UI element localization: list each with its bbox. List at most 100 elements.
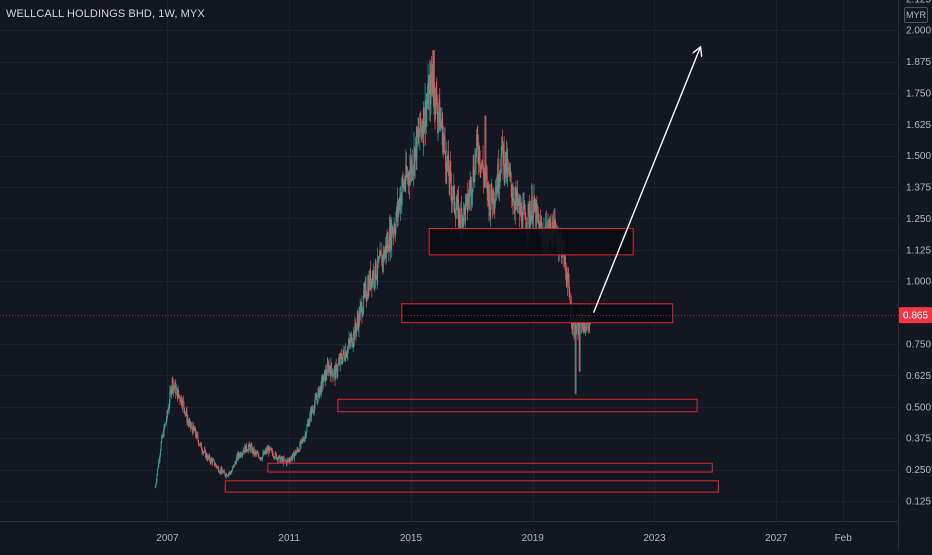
candle-body <box>457 198 459 199</box>
support-zones[interactable] <box>224 227 719 493</box>
candle-body <box>347 344 349 348</box>
candle-body <box>508 170 510 175</box>
projection-arrow[interactable] <box>592 48 701 313</box>
zone-0.87[interactable] <box>401 303 674 324</box>
candle-body <box>523 204 525 209</box>
candle-body <box>179 400 181 403</box>
zone-0.25[interactable] <box>267 462 713 473</box>
candle-body <box>584 323 586 332</box>
candle-body <box>472 188 473 195</box>
candle-body <box>282 458 284 464</box>
candle-body <box>189 420 191 427</box>
candle-body <box>419 113 421 136</box>
candle-body <box>327 363 329 366</box>
candle-body <box>304 434 306 438</box>
candle-body <box>338 362 339 365</box>
candle-body <box>377 256 379 275</box>
candle-body <box>225 474 227 477</box>
candle-body <box>212 459 214 461</box>
candle-body <box>209 460 211 463</box>
time-tick-label: 2007 <box>156 533 179 544</box>
candle-body <box>386 241 388 249</box>
candle-body <box>256 453 258 454</box>
candle-body <box>351 335 353 347</box>
zone-0.51[interactable] <box>337 398 698 413</box>
candle-body <box>535 204 537 227</box>
candle-body <box>171 378 173 388</box>
candle-body <box>371 274 373 287</box>
candle-body <box>237 454 239 459</box>
candle-body <box>392 231 394 235</box>
candle-body <box>231 470 233 473</box>
candle-body <box>191 425 192 427</box>
candle-body <box>247 450 249 452</box>
time-tick-label: 2015 <box>400 533 423 544</box>
candle-body <box>528 204 530 208</box>
candle-body <box>239 453 241 457</box>
candle-body <box>473 178 475 181</box>
candle-body <box>460 207 462 227</box>
candle-body <box>158 459 160 461</box>
candle-body <box>174 386 176 388</box>
candle-body <box>198 440 200 445</box>
candle-body <box>406 174 408 177</box>
candle-body <box>506 152 507 173</box>
candle-body <box>167 409 169 414</box>
candle-body <box>513 198 514 202</box>
candle-body <box>390 222 392 248</box>
candle-body <box>441 123 442 129</box>
candle-body <box>504 152 506 171</box>
candle-body <box>485 171 487 176</box>
candle-body <box>301 439 303 441</box>
candle-body <box>333 370 335 376</box>
candle-body <box>201 449 203 452</box>
time-tick-label: 2027 <box>765 533 788 544</box>
candle-body <box>251 448 253 453</box>
candle-body <box>328 366 330 373</box>
candle-body <box>164 422 166 427</box>
candle-body <box>339 359 341 365</box>
candle-body <box>443 139 445 141</box>
zone-0.18[interactable] <box>224 480 719 493</box>
candle-body <box>500 172 502 175</box>
candle-body <box>413 148 415 167</box>
candle-body <box>353 331 355 340</box>
candle-body <box>271 450 273 454</box>
currency-badge[interactable]: MYR <box>904 7 928 23</box>
candle-body <box>395 208 397 221</box>
candle-body <box>285 461 287 462</box>
candle-body <box>440 119 442 124</box>
candle-body <box>264 451 266 454</box>
candle-body <box>309 410 311 415</box>
candle-body <box>216 466 218 468</box>
candle-body <box>286 459 288 465</box>
candle-body <box>576 324 578 331</box>
candle-body <box>219 472 221 473</box>
candle-body <box>579 327 581 328</box>
price-axis[interactable]: 0.125 0.250 0.375 0.500 0.625 0.750 1.000 1.125… <box>899 0 932 507</box>
candle-body <box>296 449 298 452</box>
candle-body <box>372 274 374 281</box>
candle-body <box>218 467 219 472</box>
candle-body <box>168 408 170 410</box>
candle-body <box>422 107 424 139</box>
candle-body <box>376 277 377 279</box>
candle-body <box>491 197 493 204</box>
candle-body <box>279 455 281 463</box>
candle-body <box>199 443 201 446</box>
zone-1.15[interactable] <box>428 227 634 256</box>
candle-body <box>552 216 554 231</box>
candle-body <box>292 453 294 458</box>
projection-layer[interactable] <box>592 48 701 313</box>
candle-body <box>203 451 205 453</box>
candle-body <box>527 204 529 229</box>
candle-body <box>478 146 480 160</box>
candle-body <box>454 208 456 213</box>
candle-body <box>450 170 452 187</box>
candle-body <box>484 176 486 179</box>
candle-body <box>195 428 197 435</box>
candle-body <box>170 389 171 391</box>
time-axis[interactable]: 2007 2011 2015 2019 2023 2027 Feb <box>156 533 852 544</box>
